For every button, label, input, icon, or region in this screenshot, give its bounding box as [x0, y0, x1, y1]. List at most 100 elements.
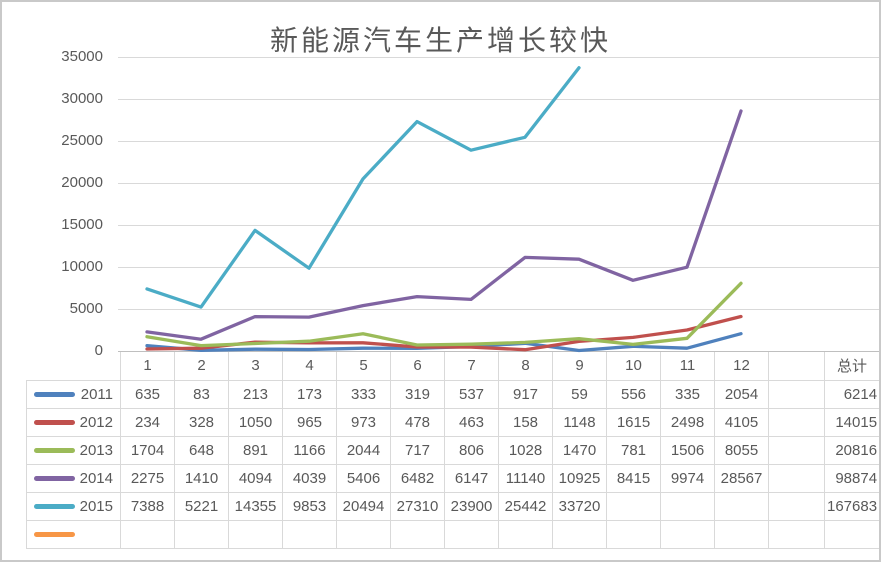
value-cell — [282, 520, 337, 549]
value-cell: 173 — [282, 380, 337, 409]
legend-swatch-icon — [34, 447, 75, 453]
series-name-label: 2011 — [80, 385, 113, 403]
value-cell: 11140 — [498, 464, 553, 493]
series-line-2013 — [145, 281, 743, 348]
category-header-cell: 10 — [606, 352, 661, 381]
chart-data-table: 1 2 3 4 5 6 7 8 9 10 11 12 总计 2011 635 83 213 173 333 319 53… — [26, 352, 881, 549]
value-cell: 1470 — [552, 436, 607, 465]
series-name-label: 2014 — [79, 469, 113, 487]
spacer-header-cell — [768, 352, 825, 381]
value-cell: 14355 — [228, 492, 283, 521]
value-cell: 478 — [390, 408, 445, 437]
legend-swatch-icon — [34, 531, 75, 537]
value-cell: 9853 — [282, 492, 337, 521]
value-cell: 319 — [390, 380, 445, 409]
y-axis-tick-label: 25000 — [61, 132, 103, 149]
value-cell: 537 — [444, 380, 499, 409]
series-legend-cell — [26, 520, 121, 549]
category-header-cell: 8 — [498, 352, 553, 381]
value-cell: 1166 — [282, 436, 337, 465]
value-cell: 648 — [174, 436, 229, 465]
y-axis-tick-label: 30000 — [61, 90, 103, 107]
value-cell: 1028 — [498, 436, 553, 465]
value-cell: 635 — [120, 380, 175, 409]
value-cell: 9974 — [660, 464, 715, 493]
value-cell: 806 — [444, 436, 499, 465]
value-cell: 333 — [336, 380, 391, 409]
value-cell: 1410 — [174, 464, 229, 493]
series-legend-cell: 2013 — [26, 436, 121, 465]
category-header-cell: 5 — [336, 352, 391, 381]
value-cell: 6482 — [390, 464, 445, 493]
value-cell — [390, 520, 445, 549]
value-cell — [714, 492, 769, 521]
spacer-cell — [768, 380, 825, 409]
value-cell: 33720 — [552, 492, 607, 521]
value-cell: 2044 — [336, 436, 391, 465]
total-value-cell — [824, 520, 881, 549]
value-cell: 83 — [174, 380, 229, 409]
value-cell: 973 — [336, 408, 391, 437]
value-cell: 6147 — [444, 464, 499, 493]
value-cell — [444, 520, 499, 549]
category-header-cell: 3 — [228, 352, 283, 381]
table-header-row: 1 2 3 4 5 6 7 8 9 10 11 12 总计 — [26, 352, 881, 381]
legend-swatch-icon — [34, 391, 75, 397]
value-cell: 4105 — [714, 408, 769, 437]
value-cell — [228, 520, 283, 549]
value-cell: 5221 — [174, 492, 229, 521]
table-row: 2015 7388 5221 14355 9853 20494 27310 23900 2544… — [26, 492, 881, 521]
data-table: 1 2 3 4 5 6 7 8 9 10 11 12 总计 2011 635 83 213 173 333 319 53… — [26, 352, 881, 549]
series-legend-cell: 2014 — [26, 464, 121, 493]
value-cell — [660, 520, 715, 549]
table-row: 2014 2275 1410 4094 4039 5406 6482 6147 11140 109… — [26, 464, 881, 493]
value-cell — [174, 520, 229, 549]
value-cell — [498, 520, 553, 549]
spacer-cell — [768, 436, 825, 465]
total-value-cell: 167683 — [824, 492, 881, 521]
category-header-cell: 4 — [282, 352, 337, 381]
category-header-cell: 9 — [552, 352, 607, 381]
value-cell: 20494 — [336, 492, 391, 521]
category-header-cell: 2 — [174, 352, 229, 381]
total-header-cell: 总计 — [824, 352, 881, 381]
value-cell: 328 — [174, 408, 229, 437]
legend-swatch-icon — [34, 503, 75, 509]
y-axis-tick-label: 20000 — [61, 174, 103, 191]
chart-title: 新能源汽车生产增长较快 — [269, 25, 611, 56]
value-cell: 8055 — [714, 436, 769, 465]
y-axis-tick-label: 5000 — [69, 300, 103, 317]
value-cell: 2498 — [660, 408, 715, 437]
table-row: 2011 635 83 213 173 333 319 537 917 59 556 335 2054 6… — [26, 380, 881, 409]
spacer-cell — [768, 492, 825, 521]
spacer-cell — [768, 464, 825, 493]
series-name-label: 2015 — [79, 497, 113, 515]
value-cell: 59 — [552, 380, 607, 409]
spacer-cell — [768, 520, 825, 549]
value-cell: 2054 — [714, 380, 769, 409]
value-cell: 2275 — [120, 464, 175, 493]
series-line-2015 — [145, 66, 581, 309]
y-axis-tick-label: 0 — [94, 342, 103, 359]
value-cell — [120, 520, 175, 549]
value-cell — [714, 520, 769, 549]
total-value-cell: 20816 — [824, 436, 881, 465]
series-legend-cell: 2011 — [26, 380, 121, 409]
y-axis-tick-label: 10000 — [61, 258, 103, 275]
value-cell: 28567 — [714, 464, 769, 493]
category-header-cell: 7 — [444, 352, 499, 381]
value-cell: 5406 — [336, 464, 391, 493]
category-header-cell: 12 — [714, 352, 769, 381]
value-cell: 158 — [498, 408, 553, 437]
value-cell: 27310 — [390, 492, 445, 521]
value-cell: 4039 — [282, 464, 337, 493]
category-header-cell: 1 — [120, 352, 175, 381]
value-cell: 1050 — [228, 408, 283, 437]
value-cell: 25442 — [498, 492, 553, 521]
series-name-label: 2012 — [79, 413, 113, 431]
value-cell: 717 — [390, 436, 445, 465]
table-row — [26, 520, 881, 549]
series-legend-cell: 2012 — [26, 408, 121, 437]
